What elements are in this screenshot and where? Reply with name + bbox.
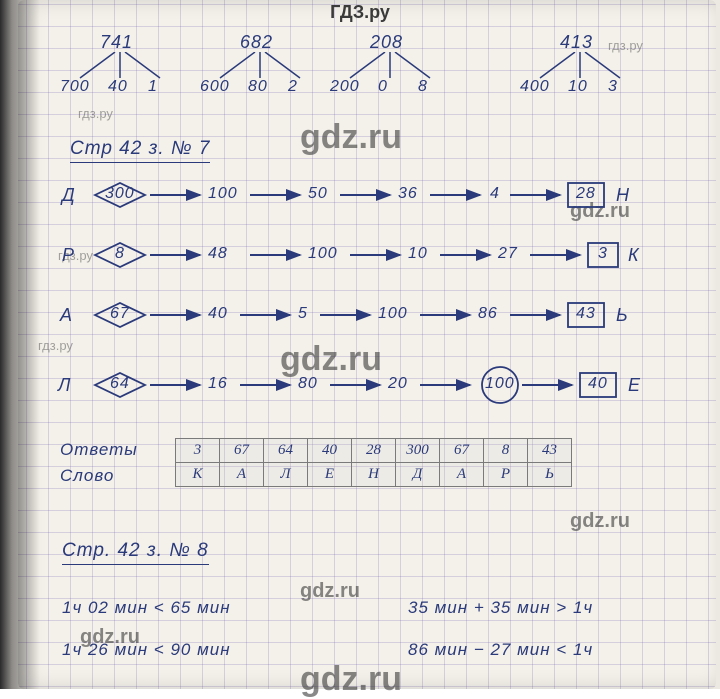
r4-endletter: Е (628, 375, 641, 396)
ans-cell: 300 (396, 439, 440, 463)
ans-cell: 64 (264, 439, 308, 463)
word-cell: К (176, 463, 220, 487)
watermark: gdz.ru (300, 660, 402, 699)
num-c-top: 208 (370, 32, 403, 53)
ans-cell: 67 (440, 439, 484, 463)
r3-end: 43 (576, 305, 596, 323)
table-row-answers: 3 67 64 40 28 300 67 8 43 (176, 439, 572, 463)
num-c-t: 0 (378, 78, 388, 96)
watermark: гдз.ру (608, 38, 643, 53)
num-c-h: 200 (330, 78, 360, 96)
ineq-2b: 86 мин − 27 мин < 1ч (408, 640, 593, 660)
chains-svg (40, 175, 710, 420)
num-b-h: 600 (200, 78, 230, 96)
r2-v4: 27 (498, 245, 518, 263)
r3-endletter: Ь (616, 305, 629, 326)
watermark: gdz.ru (300, 118, 402, 157)
r4-start: 64 (110, 375, 130, 393)
num-a-h: 700 (60, 78, 90, 96)
word-cell: Н (352, 463, 396, 487)
r2-start: 8 (115, 245, 125, 263)
r3-v1: 40 (208, 305, 228, 323)
r1-v4: 4 (490, 185, 500, 203)
r1-endletter: Н (616, 185, 630, 206)
r4-v2: 80 (298, 375, 318, 393)
r3-start: 67 (110, 305, 130, 323)
r3-v4: 86 (478, 305, 498, 323)
word-cell: А (440, 463, 484, 487)
r1-end: 28 (576, 185, 596, 203)
r2-letter: Р (62, 245, 75, 266)
r4-end: 40 (588, 375, 608, 393)
r3-v3: 100 (378, 305, 408, 323)
site-title: ГДЗ.ру (0, 2, 720, 23)
word-cell: Ь (528, 463, 572, 487)
r1-v2: 50 (308, 185, 328, 203)
page-root: ГДЗ.ру гдз.ру гдз.ру gdz.ru gdz.ru гдз.р… (0, 0, 720, 689)
num-b-t: 80 (248, 78, 268, 96)
ans-cell: 8 (484, 439, 528, 463)
heading-ex8: Стр. 42 з. № 8 (62, 540, 209, 565)
watermark: gdz.ru (300, 580, 360, 603)
num-b-o: 2 (288, 78, 298, 96)
r2-endletter: К (628, 245, 640, 266)
r4-v1: 16 (208, 375, 228, 393)
word-cell: Д (396, 463, 440, 487)
ineq-1a: 1ч 02 мин < 65 мин (62, 598, 231, 618)
num-d-t: 10 (568, 78, 588, 96)
word-cell: Л (264, 463, 308, 487)
r1-v1: 100 (208, 185, 238, 203)
num-d-top: 413 (560, 32, 593, 53)
r4-v3: 20 (388, 375, 408, 393)
r2-end: 3 (598, 245, 608, 263)
r2-v1: 48 (208, 245, 228, 263)
tree-c (340, 52, 450, 80)
r1-start: 300 (105, 185, 135, 203)
r4-letter: Л (58, 375, 71, 396)
num-d-o: 3 (608, 78, 618, 96)
answer-table: 3 67 64 40 28 300 67 8 43 К А Л Е Н Д А … (175, 438, 572, 487)
word-cell: А (220, 463, 264, 487)
ineq-2a: 1ч 26 мин < 90 мин (62, 640, 231, 660)
r1-v3: 36 (398, 185, 418, 203)
r2-v2: 100 (308, 245, 338, 263)
num-a-t: 40 (108, 78, 128, 96)
r3-v2: 5 (298, 305, 308, 323)
r3-letter: А (60, 305, 73, 326)
ans-cell: 43 (528, 439, 572, 463)
num-a-o: 1 (148, 78, 158, 96)
tree-a (70, 52, 180, 80)
word-label: Слово (60, 466, 114, 486)
ans-cell: 40 (308, 439, 352, 463)
ans-cell: 3 (176, 439, 220, 463)
r4-v4: 100 (485, 375, 515, 393)
num-c-o: 8 (418, 78, 428, 96)
word-cell: Е (308, 463, 352, 487)
answers-label: Ответы (60, 440, 138, 460)
num-b-top: 682 (240, 32, 273, 53)
ineq-1b: 35 мин + 35 мин > 1ч (408, 598, 593, 618)
num-d-h: 400 (520, 78, 550, 96)
tree-b (210, 52, 320, 80)
ans-cell: 28 (352, 439, 396, 463)
num-a-top: 741 (100, 32, 133, 53)
tree-d (530, 52, 640, 80)
ans-cell: 67 (220, 439, 264, 463)
table-row-word: К А Л Е Н Д А Р Ь (176, 463, 572, 487)
binding-shadow (0, 0, 40, 689)
word-cell: Р (484, 463, 528, 487)
heading-ex7: Стр 42 з. № 7 (70, 138, 210, 163)
r2-v3: 10 (408, 245, 428, 263)
watermark: гдз.ру (78, 106, 113, 121)
r1-letter: Д (62, 185, 76, 206)
watermark: gdz.ru (570, 510, 630, 533)
